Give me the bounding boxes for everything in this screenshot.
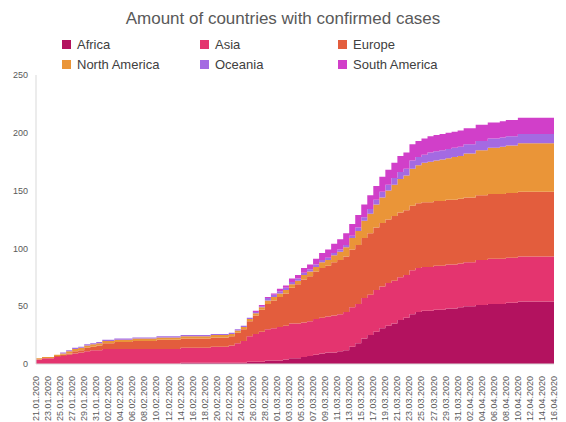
svg-text:150: 150 bbox=[13, 186, 28, 196]
svg-text:16.04.2020: 16.04.2020 bbox=[549, 376, 558, 421]
svg-text:31.01.2020: 31.01.2020 bbox=[91, 376, 101, 421]
svg-text:05.03.2020: 05.03.2020 bbox=[296, 376, 306, 421]
svg-text:200: 200 bbox=[13, 128, 28, 138]
svg-text:07.03.2020: 07.03.2020 bbox=[308, 376, 318, 421]
svg-text:11.03.2020: 11.03.2020 bbox=[332, 376, 342, 420]
svg-text:08.02.2020: 08.02.2020 bbox=[139, 376, 149, 421]
svg-text:18.02.2020: 18.02.2020 bbox=[200, 376, 210, 421]
svg-text:15.03.2020: 15.03.2020 bbox=[356, 376, 366, 421]
html-text:Oceania: Oceania bbox=[215, 56, 264, 72]
svg-text:27.03.2020: 27.03.2020 bbox=[429, 376, 439, 421]
svg-text:06.04.2020: 06.04.2020 bbox=[489, 376, 499, 421]
svg-text:02.02.2020: 02.02.2020 bbox=[103, 376, 113, 421]
svg-text:29.03.2020: 29.03.2020 bbox=[441, 376, 451, 421]
svg-text:25.01.2020: 25.01.2020 bbox=[55, 376, 65, 421]
svg-text:06.02.2020: 06.02.2020 bbox=[127, 376, 137, 421]
svg-text:100: 100 bbox=[13, 244, 28, 254]
svg-text:27.01.2020: 27.01.2020 bbox=[67, 376, 77, 421]
svg-text:12.04.2020: 12.04.2020 bbox=[525, 376, 535, 421]
svg-text:13.03.2020: 13.03.2020 bbox=[344, 376, 354, 421]
svg-text:10.02.2020: 10.02.2020 bbox=[151, 376, 161, 421]
html-text:Africa: Africa bbox=[77, 36, 111, 52]
svg-text:24.02.2020: 24.02.2020 bbox=[236, 376, 246, 421]
svg-text:250: 250 bbox=[13, 70, 28, 80]
svg-text:29.01.2020: 29.01.2020 bbox=[79, 376, 89, 421]
svg-text:14.02.2020: 14.02.2020 bbox=[176, 376, 186, 421]
svg-text:19.03.2020: 19.03.2020 bbox=[380, 376, 390, 421]
svg-text:20.02.2020: 20.02.2020 bbox=[212, 376, 222, 421]
svg-text:21.03.2020: 21.03.2020 bbox=[392, 376, 402, 421]
html-text:South America: South America bbox=[353, 56, 438, 72]
svg-text:03.03.2020: 03.03.2020 bbox=[284, 376, 294, 421]
svg-text:14.04.2020: 14.04.2020 bbox=[537, 376, 547, 421]
svg-text:23.01.2020: 23.01.2020 bbox=[43, 376, 53, 421]
svg-text:04.04.2020: 04.04.2020 bbox=[477, 376, 487, 421]
svg-text:26.02.2020: 26.02.2020 bbox=[248, 376, 258, 421]
svg-text:22.02.2020: 22.02.2020 bbox=[224, 376, 234, 421]
svg-text:50: 50 bbox=[18, 301, 28, 311]
html-text:Asia: Asia bbox=[215, 36, 241, 52]
svg-text:21.01.2020: 21.01.2020 bbox=[31, 376, 41, 421]
svg-text:12.02.2020: 12.02.2020 bbox=[164, 376, 174, 421]
svg-text:02.04.2020: 02.04.2020 bbox=[465, 376, 475, 421]
svg-text:10.04.2020: 10.04.2020 bbox=[513, 376, 523, 421]
svg-text:09.03.2020: 09.03.2020 bbox=[320, 376, 330, 421]
html-text:Amount of countries with confi: Amount of countries with confirmed cases bbox=[125, 9, 441, 28]
svg-text:25.03.2020: 25.03.2020 bbox=[416, 376, 426, 421]
html-text:Europe: Europe bbox=[353, 36, 395, 52]
svg-text:28.02.2020: 28.02.2020 bbox=[260, 376, 270, 421]
svg-text:31.03.2020: 31.03.2020 bbox=[453, 376, 463, 421]
html-text:North America: North America bbox=[77, 56, 160, 72]
svg-text:23.03.2020: 23.03.2020 bbox=[404, 376, 414, 421]
svg-text:08.04.2020: 08.04.2020 bbox=[501, 376, 511, 421]
svg-text:16.02.2020: 16.02.2020 bbox=[188, 376, 198, 421]
svg-text:01.03.2020: 01.03.2020 bbox=[272, 376, 282, 421]
svg-text:0: 0 bbox=[23, 359, 28, 369]
svg-text:04.02.2020: 04.02.2020 bbox=[115, 376, 125, 421]
svg-text:17.03.2020: 17.03.2020 bbox=[368, 376, 378, 421]
